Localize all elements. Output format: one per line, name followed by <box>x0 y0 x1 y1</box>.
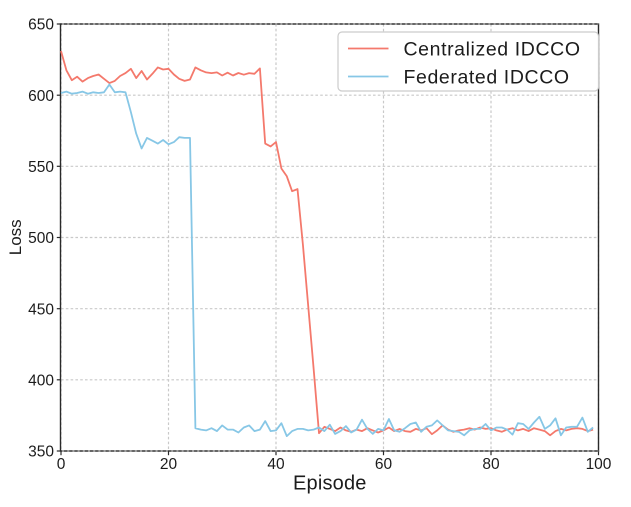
svg-text:500: 500 <box>28 230 54 247</box>
svg-text:0: 0 <box>57 456 66 473</box>
svg-text:600: 600 <box>28 88 54 105</box>
svg-text:Centralized IDCCO: Centralized IDCCO <box>404 39 581 61</box>
svg-text:450: 450 <box>28 301 54 318</box>
svg-text:40: 40 <box>267 456 285 473</box>
svg-text:400: 400 <box>28 372 54 389</box>
svg-text:80: 80 <box>482 456 500 473</box>
svg-text:Episode: Episode <box>293 473 367 495</box>
svg-text:Federated IDCCO: Federated IDCCO <box>404 67 570 89</box>
svg-text:350: 350 <box>28 444 54 461</box>
svg-text:650: 650 <box>28 17 54 34</box>
svg-text:60: 60 <box>375 456 393 473</box>
svg-text:550: 550 <box>28 159 54 176</box>
svg-text:100: 100 <box>586 456 612 473</box>
svg-text:Loss: Loss <box>6 219 25 255</box>
svg-text:20: 20 <box>160 456 178 473</box>
